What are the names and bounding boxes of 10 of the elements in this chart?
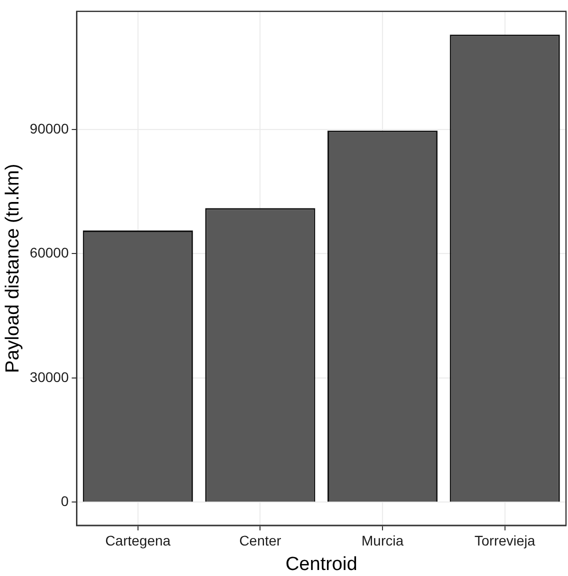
y-tick-label: 90000	[30, 120, 69, 136]
x-tick-label: Center	[239, 532, 282, 549]
y-axis-title: Payload distance (tn.km)	[2, 164, 24, 373]
x-tick-label: Murcia	[362, 532, 404, 549]
x-axis-title: Centroid	[285, 554, 358, 575]
y-tick-label: 0	[60, 493, 69, 510]
y-tick-label: 30000	[30, 368, 69, 385]
x-tick-label: Cartegena	[105, 532, 171, 549]
x-tick-label: Torrevieja	[474, 532, 536, 549]
y-tick-label: 60000	[30, 244, 69, 261]
